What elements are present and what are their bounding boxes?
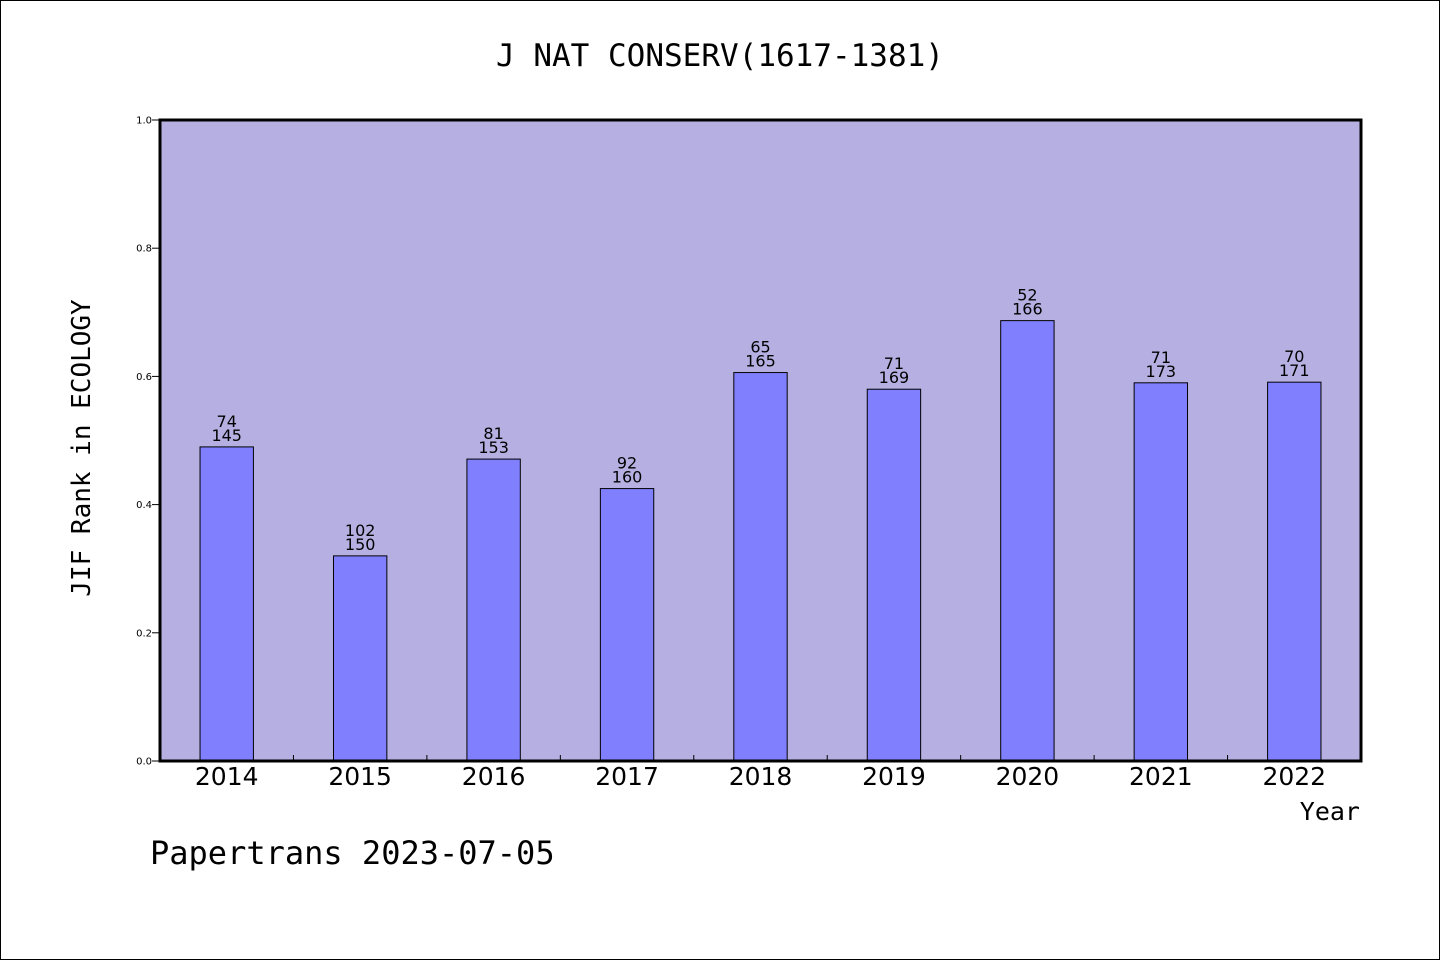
y-tick-label: 1.0 (136, 116, 152, 127)
bar-rank-label: 102 (345, 521, 376, 540)
y-tick-label: 0.2 (136, 628, 152, 639)
bar-2021 (1133, 382, 1189, 762)
bar-rank-label: 71 (884, 354, 904, 373)
footer-watermark: Papertrans 2023-07-05 (150, 834, 555, 872)
y-tick-label: 0.4 (136, 500, 152, 511)
x-axis-ticks: 2014 2015 2016 2017 2018 2019 2020 2021 2022 (195, 755, 1326, 791)
y-tick-label: 0.8 (136, 244, 152, 255)
x-tick-label: 2022 (1262, 762, 1326, 791)
bar-2016 (466, 458, 521, 762)
bars-group (199, 320, 1322, 762)
y-tick-label: 0.6 (136, 372, 152, 383)
bar-2017 (599, 488, 655, 762)
bar-rank-label: 52 (1017, 286, 1037, 305)
x-tick-label: 2019 (862, 762, 926, 791)
y-axis-label: JIF Rank in ECOLOGY (67, 299, 97, 597)
x-tick-label: 2021 (1129, 762, 1193, 791)
bar-total-label: 165 (745, 352, 776, 371)
bar-rank-label: 74 (217, 412, 237, 431)
y-tick-label: 0.0 (136, 757, 152, 768)
bar-2020 (1000, 320, 1055, 762)
plot-border (158, 118, 1363, 763)
x-tick-label: 2015 (328, 762, 392, 791)
bar-2015 (332, 555, 388, 762)
x-tick-label: 2018 (729, 762, 793, 791)
bar-total-label: 150 (345, 535, 376, 554)
bar-2022 (1267, 381, 1322, 762)
bar-total-label: 166 (1012, 300, 1043, 319)
bar-rank-label: 81 (483, 424, 503, 443)
bar-rank-label: 70 (1284, 347, 1304, 366)
bar-2014 (199, 446, 254, 762)
bar-total-label: 173 (1146, 362, 1177, 381)
bar-total-label: 160 (612, 468, 643, 487)
bar-rank-label: 65 (750, 338, 770, 357)
bar-2019 (866, 388, 922, 762)
bar-total-label: 145 (211, 426, 242, 445)
chart-title: J NAT CONSERV(1617-1381) (496, 38, 944, 74)
bar-rank-label: 71 (1151, 348, 1171, 367)
bar-2018 (733, 372, 788, 762)
bar-total-label: 171 (1279, 361, 1310, 380)
x-tick-label: 2020 (996, 762, 1060, 791)
y-axis-ticks: 0.0 0.2 0.4 0.6 0.8 1.0 (136, 116, 160, 768)
bar-total-label: 169 (879, 368, 910, 387)
x-tick-label: 2016 (462, 762, 526, 791)
bar-rank-label: 92 (617, 454, 637, 473)
x-tick-label: 2014 (195, 762, 259, 791)
bar-total-label: 153 (478, 438, 509, 457)
x-tick-label: 2017 (595, 762, 659, 791)
x-axis-label: Year (1300, 797, 1360, 826)
